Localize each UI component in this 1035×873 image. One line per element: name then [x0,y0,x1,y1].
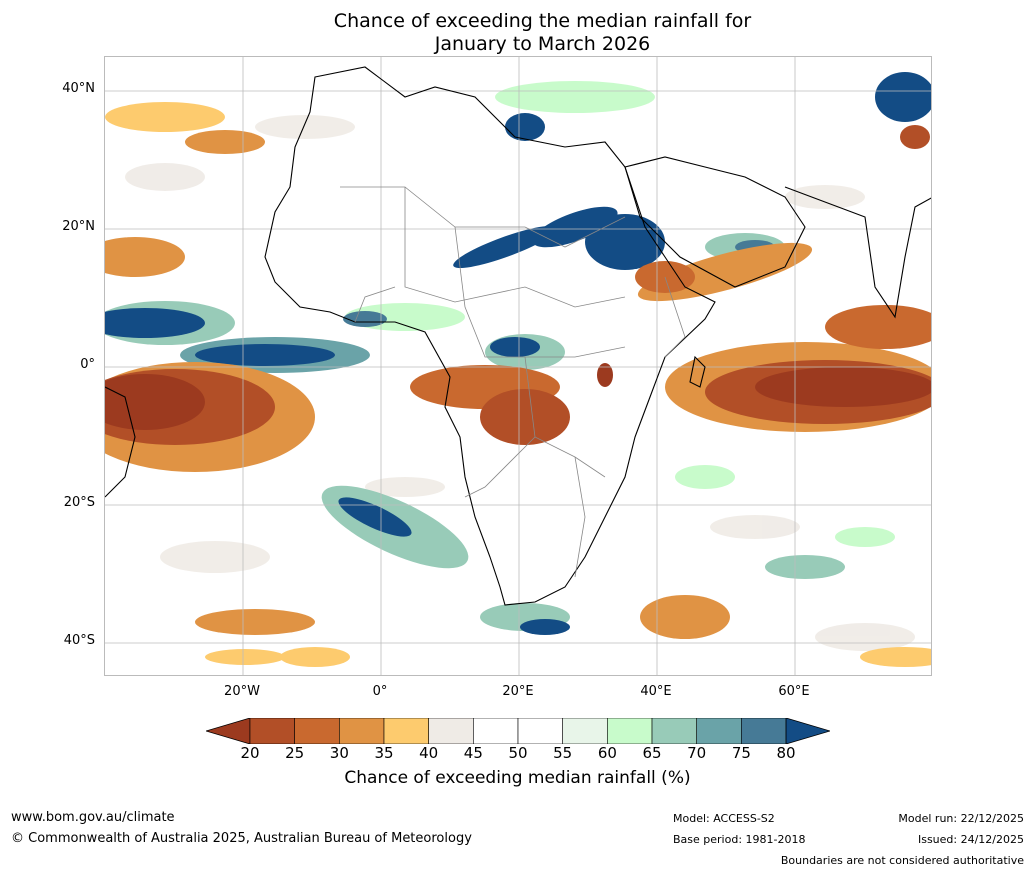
lat-label-40n: 40°N [62,81,95,96]
lat-label-0: 0° [80,357,95,372]
footer-model-run: Model run: 22/12/2025 [898,812,1024,825]
coastlines [105,66,931,606]
background-texture [125,115,915,651]
colorbar-swatch [473,717,519,745]
rainfall-map [104,56,932,676]
map-canvas [105,57,931,675]
colorbar-swatch [517,717,563,745]
colorbar-swatch [696,717,742,745]
colorbar-svg [204,717,832,745]
lat-label-20n: 20°N [62,219,95,234]
colorbar-swatch [383,717,429,745]
chart-title: Chance of exceeding the median rainfall … [0,10,1035,56]
lon-label-20w: 20°W [224,684,260,699]
colorbar-arrow-low [204,717,251,745]
lat-label-40s: 40°S [63,633,95,648]
colorbar-swatch [607,717,653,745]
colorbar-swatch [651,717,697,745]
colorbar-tick-label: 40 [419,744,439,762]
footer-disclaimer: Boundaries are not considered authoritat… [780,854,1024,867]
colorbar-tick-label: 30 [329,744,349,762]
footer-issued: Issued: 24/12/2025 [917,833,1024,846]
colorbar [204,717,832,748]
colorbar-swatch [428,717,474,745]
country-boundaries [340,186,686,578]
wet-anomalies [105,72,931,635]
footer-base-period: Base period: 1981-2018 [673,833,806,846]
colorbar-swatch [294,717,340,745]
colorbar-swatch [562,717,608,745]
colorbar-swatch [249,717,295,745]
footer-copyright: © Commonwealth of Australia 2025, Austra… [11,831,472,846]
lon-label-0: 0° [372,684,388,699]
colorbar-tick-label: 25 [285,744,305,762]
colorbar-tick-label: 80 [776,744,796,762]
footer-model: Model: ACCESS-S2 [673,812,775,825]
lon-label-60e: 60°E [778,684,810,699]
graticule [105,57,931,675]
colorbar-tick-label: 60 [597,744,617,762]
dry-anomalies [105,102,931,667]
colorbar-label: Chance of exceeding median rainfall (%) [344,768,691,788]
colorbar-tick-label: 20 [240,744,260,762]
title-line-2: January to March 2026 [434,33,651,55]
colorbar-tick-label: 65 [642,744,662,762]
colorbar-tick-label: 45 [463,744,483,762]
lon-label-40e: 40°E [640,684,672,699]
lat-label-20s: 20°S [63,495,95,510]
colorbar-tick-label: 35 [374,744,394,762]
colorbar-swatch [741,717,787,745]
colorbar-tick-label: 55 [553,744,573,762]
lon-label-20e: 20°E [502,684,534,699]
colorbar-swatch [339,717,385,745]
colorbar-arrow-high [785,717,832,745]
colorbar-tick-label: 70 [687,744,707,762]
colorbar-tick-label: 75 [731,744,751,762]
colorbar-tick-label: 50 [508,744,528,762]
footer-website: www.bom.gov.au/climate [11,810,175,825]
title-line-1: Chance of exceeding the median rainfall … [333,10,752,32]
